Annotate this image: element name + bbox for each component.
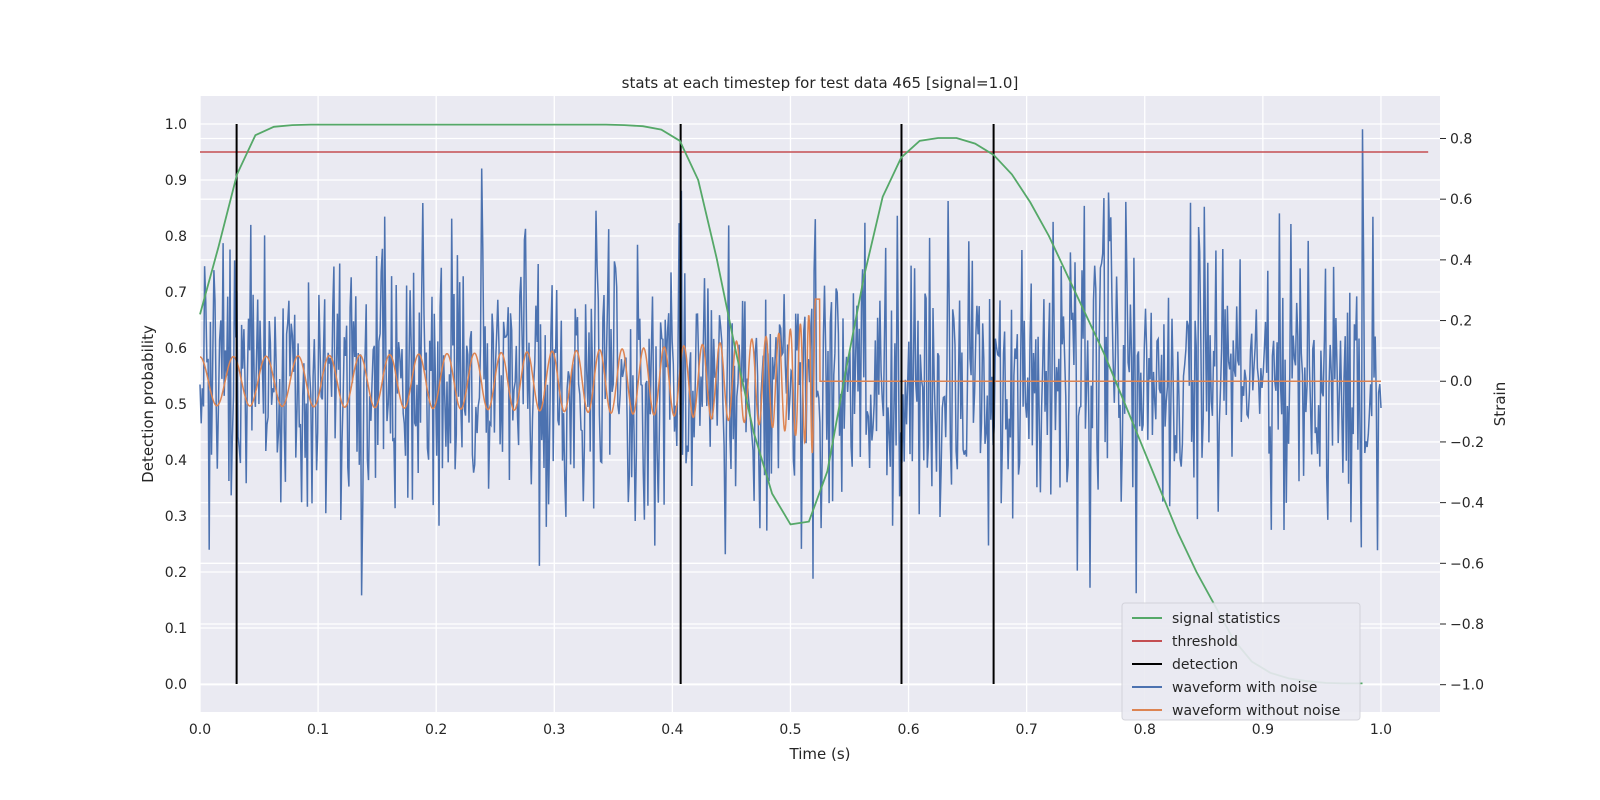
legend-waveform-without-noise-label: waveform without noise [1172,703,1340,719]
legend-waveform-with-noise-label: waveform with noise [1172,680,1317,696]
chart-title: stats at each timestep for test data 465… [622,74,1019,92]
y2-tick-label: −0.8 [1450,617,1484,633]
y-tick-label: 0.0 [165,677,187,693]
x-tick-label: 0.7 [1016,722,1038,738]
y2-tick-label: −0.4 [1450,496,1484,512]
y2-tick-label: −0.6 [1450,556,1484,572]
y-tick-label: 0.3 [165,509,187,525]
y-tick-label: 0.4 [165,453,187,469]
y-tick-label: 0.7 [165,285,187,301]
y2-tick-label: 0.0 [1450,374,1472,390]
y-tick-label: 1.0 [165,117,187,133]
y-tick-label: 0.1 [165,621,187,637]
waveform-with-noise-line [199,129,1382,596]
signal-statistics-line [199,123,1363,685]
legend: signal statistics threshold detection wavef… [1121,602,1361,721]
y2-tick-label: 0.8 [1450,131,1472,147]
x-tick-label: 0.9 [1252,722,1274,738]
waveform-without-noise-line [200,298,1381,454]
legend-signal-statistics-label: signal statistics [1172,611,1280,627]
y-axis-ticks: 0.0 0.1 0.2 0.3 0.4 0.5 0.6 0.7 0.8 0.9 1.0 [165,117,187,693]
x-tick-label: 0.1 [307,722,329,738]
y-tick-label: 0.2 [165,565,187,581]
y-tick-label: 0.5 [165,397,187,413]
x-tick-label: 0.5 [779,722,801,738]
legend-detection-label: detection [1172,657,1238,673]
x-tick-label: 0.0 [189,722,211,738]
y2-tick-label: 0.4 [1450,253,1472,269]
y-tick-label: 0.8 [165,229,187,245]
x-tick-label: 0.8 [1134,722,1156,738]
y2-tick-label: 0.2 [1450,314,1472,330]
y2-tick-label: −0.2 [1450,435,1484,451]
legend-box [1121,602,1361,721]
x-tick-label: 0.2 [425,722,447,738]
series-layer [199,123,1429,685]
legend-threshold-label: threshold [1172,634,1238,650]
x-axis-label: Time (s) [789,745,851,763]
x-tick-label: 0.3 [543,722,565,738]
y-axis-label: Detection probability [139,325,157,483]
x-tick-label: 1.0 [1370,722,1392,738]
y2-tick-label: −1.0 [1450,678,1484,694]
x-axis-ticks: 0.0 0.1 0.2 0.3 0.4 0.5 0.6 0.7 0.8 0.9 1.0 [189,722,1392,738]
y2-tick-label: 0.6 [1450,192,1472,208]
y-tick-label: 0.6 [165,341,187,357]
y-tick-label: 0.9 [165,173,187,189]
x-tick-label: 0.4 [661,722,683,738]
y2-axis-ticks: −1.0 −0.8 −0.6 −0.4 −0.2 0.0 0.2 0.4 0.6 0.8 [1440,131,1484,694]
y2-axis-label: Strain [1491,382,1509,426]
x-tick-label: 0.6 [897,722,919,738]
